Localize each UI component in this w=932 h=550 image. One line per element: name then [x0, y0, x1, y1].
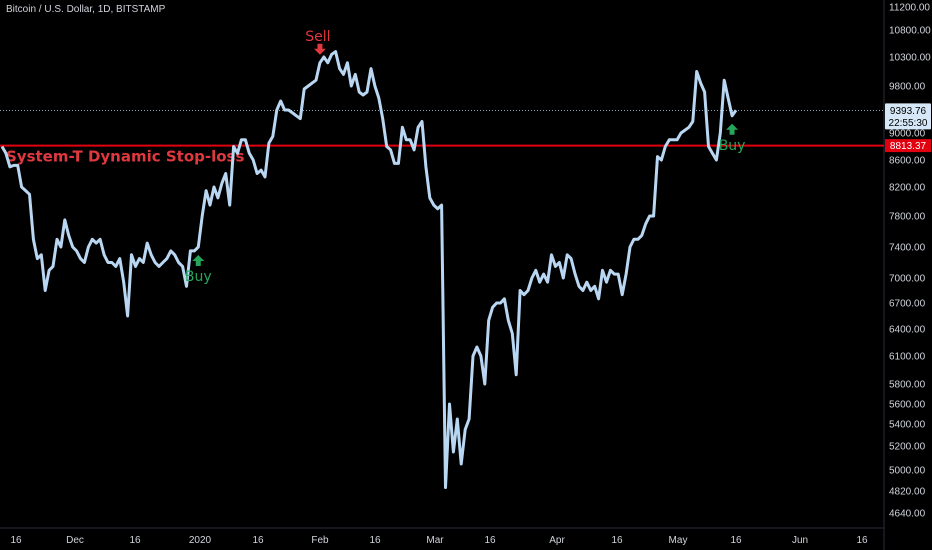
- stop-loss-label: System-T Dynamic Stop-loss: [6, 148, 244, 166]
- y-tick-label: 7400.00: [889, 243, 926, 254]
- y-tick-label: 4820.00: [889, 487, 926, 498]
- countdown-value: 22:55:30: [889, 118, 928, 129]
- y-tick-label: 8600.00: [889, 156, 926, 167]
- x-tick-label: 16: [484, 535, 496, 546]
- y-tick-label: 9000.00: [889, 129, 926, 140]
- buy-signal-label: Buy: [719, 138, 746, 154]
- y-tick-label: 5800.00: [889, 380, 926, 391]
- x-tick-label: Apr: [549, 535, 565, 546]
- y-tick-label: 8200.00: [889, 183, 926, 194]
- x-tick-label: 16: [10, 535, 22, 546]
- current-price-badge: [885, 103, 931, 130]
- y-tick-label: 6400.00: [889, 325, 926, 336]
- x-tick-label: 16: [252, 535, 264, 546]
- x-tick-label: 16: [730, 535, 742, 546]
- x-tick-label: 16: [611, 535, 623, 546]
- buy-signal-label: Buy: [185, 269, 212, 285]
- x-tick-label: 2020: [189, 535, 212, 546]
- y-tick-label: 5400.00: [889, 420, 926, 431]
- y-tick-label: 11200.00: [889, 3, 930, 14]
- y-tick-label: 6100.00: [889, 352, 926, 363]
- y-tick-label: 5200.00: [889, 442, 926, 453]
- x-tick-label: 16: [369, 535, 381, 546]
- y-tick-label: 10300.00: [889, 53, 931, 64]
- current-price-value: 9393.76: [890, 106, 927, 117]
- y-tick-label: 6700.00: [889, 299, 926, 310]
- sell-arrow-icon: [313, 43, 326, 55]
- x-tick-label: May: [669, 535, 688, 546]
- buy-arrow-icon: [726, 123, 739, 135]
- price-line: [0, 50, 738, 489]
- sell-signal-label: Sell: [305, 29, 330, 45]
- x-tick-label: 16: [856, 535, 868, 546]
- y-tick-label: 9800.00: [889, 82, 926, 93]
- x-tick-label: 16: [129, 535, 141, 546]
- x-tick-label: Feb: [311, 535, 329, 546]
- stop-level-value: 8813.37: [890, 141, 927, 152]
- y-tick-label: 7000.00: [889, 274, 926, 285]
- chart-title: Bitcoin / U.S. Dollar, 1D, BITSTAMP: [6, 4, 166, 15]
- y-tick-label: 4640.00: [889, 509, 926, 520]
- y-tick-label: 5600.00: [889, 400, 926, 411]
- x-tick-label: Mar: [426, 535, 444, 546]
- x-tick-label: Jun: [792, 535, 808, 546]
- y-tick-label: 5000.00: [889, 466, 926, 477]
- x-tick-label: Dec: [66, 535, 84, 546]
- y-tick-label: 10800.00: [889, 26, 931, 37]
- stop-level-badge: [885, 139, 931, 153]
- buy-arrow-icon: [192, 255, 205, 266]
- y-tick-label: 7800.00: [889, 212, 926, 223]
